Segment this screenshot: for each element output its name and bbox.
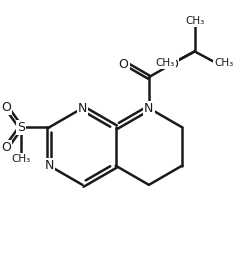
Text: O: O	[119, 58, 128, 71]
Text: O: O	[1, 101, 11, 114]
Text: N: N	[44, 159, 54, 172]
Text: CH₃: CH₃	[214, 58, 234, 68]
Text: O: O	[1, 141, 11, 154]
Text: CH₃: CH₃	[11, 154, 30, 164]
Text: S: S	[17, 121, 25, 134]
Text: CH₃: CH₃	[156, 58, 175, 68]
Text: CH₃: CH₃	[185, 16, 204, 26]
Text: N: N	[78, 102, 87, 115]
Text: N: N	[144, 102, 154, 115]
Text: O: O	[168, 58, 178, 71]
